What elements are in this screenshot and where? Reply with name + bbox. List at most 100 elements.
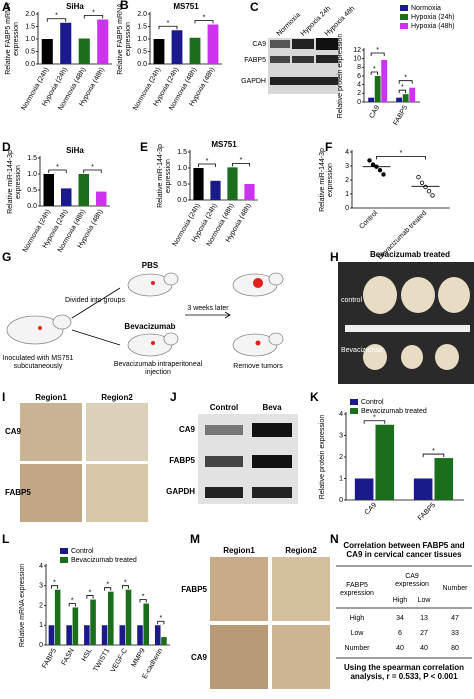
diagram-g xyxy=(6,272,284,357)
significance-bracket xyxy=(158,25,178,30)
band xyxy=(270,77,338,85)
ihc-image xyxy=(210,557,268,621)
significance-label: * xyxy=(432,448,435,455)
y-tick-label: 2 xyxy=(357,90,361,97)
x-tick-label: HSL xyxy=(81,647,94,662)
y-axis-label: expression xyxy=(15,165,22,199)
bar xyxy=(153,39,165,64)
panel-label: H xyxy=(330,250,339,264)
bar xyxy=(61,188,72,206)
bar xyxy=(78,174,89,206)
panel-label: L xyxy=(2,532,9,546)
point xyxy=(377,167,383,173)
significance-label: * xyxy=(203,14,206,21)
y-tick-label: 1.5 xyxy=(25,23,35,30)
significance-bracket xyxy=(398,80,413,84)
y-tick-label: 0 xyxy=(339,497,343,504)
bar xyxy=(354,478,374,500)
table-cell: 80 xyxy=(451,645,459,652)
ihc-image xyxy=(210,625,268,689)
y-tick-label: 1.5 xyxy=(137,23,147,30)
bar xyxy=(72,607,79,645)
y-tick-label: 1.5 xyxy=(177,149,187,156)
significance-label: * xyxy=(376,47,379,54)
legend-label: Control xyxy=(361,399,384,406)
table-rules xyxy=(336,565,472,659)
significance-bracket xyxy=(198,163,216,167)
diagram-text: PBS xyxy=(142,261,159,270)
significance-label: * xyxy=(71,597,74,604)
bar xyxy=(207,24,219,64)
x-tick-label: FASN xyxy=(61,647,76,666)
x-tick-label: VEGF-C xyxy=(110,647,129,673)
y-tick-label: 1.0 xyxy=(25,36,35,43)
bar xyxy=(60,22,72,64)
point xyxy=(419,180,425,185)
bar xyxy=(189,37,201,64)
y-tick-label: 2 xyxy=(339,454,343,461)
significance-bracket xyxy=(51,585,59,589)
point xyxy=(430,193,435,198)
significance-bracket xyxy=(194,20,214,24)
panel-label: N xyxy=(330,532,339,546)
significance-bracket xyxy=(370,52,385,56)
significance-label: * xyxy=(404,75,407,82)
ihc-image xyxy=(86,464,148,522)
y-tick-label: 4 xyxy=(345,149,349,156)
legend-swatch xyxy=(400,23,408,29)
bar xyxy=(43,174,54,206)
bar xyxy=(54,589,61,645)
bar xyxy=(84,625,90,645)
column-label: Region2 xyxy=(101,393,133,402)
panel-label: A xyxy=(2,0,11,14)
significance-bracket xyxy=(139,599,147,603)
y-tick-label: 1.5 xyxy=(27,155,37,162)
tumor-dots xyxy=(38,278,263,346)
table-cell: 6 xyxy=(398,630,402,637)
table-header: expression xyxy=(395,581,429,588)
significance-bracket xyxy=(121,585,129,589)
bar xyxy=(210,180,221,200)
table-footer: Using the spearman correlation xyxy=(344,663,464,672)
bar xyxy=(101,625,108,645)
significance-bracket xyxy=(86,595,94,599)
band xyxy=(316,55,338,63)
column-label: Region2 xyxy=(285,546,317,555)
bar xyxy=(90,599,96,645)
legend-label: Bevacizumab treated xyxy=(71,557,137,564)
band xyxy=(292,39,314,49)
panel-label: G xyxy=(2,250,11,264)
bar xyxy=(108,591,114,645)
y-tick-label: 1.0 xyxy=(177,165,187,172)
significance-bracket xyxy=(232,162,250,167)
bar xyxy=(381,59,388,102)
bar xyxy=(227,167,238,200)
significance-label: * xyxy=(55,13,58,20)
legend-label: Hypoxia (48h) xyxy=(411,23,455,30)
y-tick-label: 1 xyxy=(345,191,349,198)
table-cell: 13 xyxy=(420,615,428,622)
bar xyxy=(374,76,381,102)
y-tick-label: 0.0 xyxy=(25,61,35,68)
lane-label: Beva xyxy=(262,403,282,412)
y-tick-label: 1 xyxy=(39,622,43,629)
y-tick-label: 0.5 xyxy=(137,48,147,55)
y-tick-label: 0.5 xyxy=(177,181,187,188)
legend-label: Control xyxy=(71,548,94,555)
significance-label: * xyxy=(142,593,145,600)
y-tick-label: 0 xyxy=(39,642,43,649)
significance-bracket xyxy=(48,169,67,173)
bar xyxy=(193,168,204,200)
band xyxy=(252,487,292,498)
y-tick-label: 0.5 xyxy=(25,48,35,55)
band xyxy=(252,423,292,437)
significance-label: * xyxy=(124,580,127,587)
chart-title: MS751 xyxy=(211,140,237,149)
panel-label: E xyxy=(140,140,148,154)
point xyxy=(367,158,372,163)
ihc-image xyxy=(272,557,330,621)
bar xyxy=(96,191,107,206)
panel-label: J xyxy=(170,390,177,404)
photo-row-label: Bevacizumab xyxy=(341,347,383,354)
y-tick-label: 2 xyxy=(345,177,349,184)
